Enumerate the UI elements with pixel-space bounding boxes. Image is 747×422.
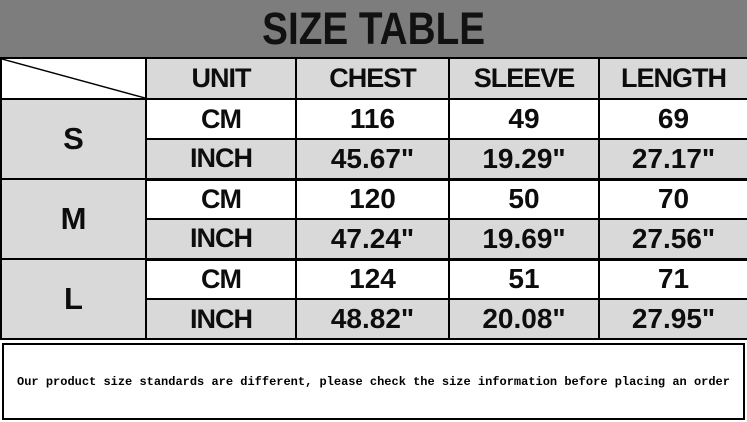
row-l-cm: L CM 124 51 71 bbox=[0, 258, 747, 340]
row-m-cm: M CM 120 50 70 bbox=[0, 178, 747, 260]
unit-label-cm: CM bbox=[145, 258, 297, 300]
value-l-length-inch: 27.95" bbox=[598, 298, 747, 340]
value-l-chest-inch: 48.82" bbox=[295, 298, 450, 340]
size-cell-m: M bbox=[0, 178, 147, 260]
col-header-length: LENGTH bbox=[598, 57, 747, 100]
value-l-sleeve-cm: 51 bbox=[448, 258, 600, 300]
col-header-sleeve: SLEEVE bbox=[448, 57, 600, 100]
diagonal-line-icon bbox=[2, 59, 145, 98]
value-s-length-cm: 69 bbox=[598, 98, 747, 140]
value-m-chest-inch: 47.24" bbox=[295, 218, 450, 261]
value-s-chest-cm: 116 bbox=[295, 98, 450, 140]
note-text: Our product size standards are different… bbox=[17, 374, 730, 389]
row-m-inch: INCH 47.24" 19.69" 27.56" bbox=[1, 218, 747, 261]
size-table: UNIT CHEST SLEEVE LENGTH S CM 116 49 69 … bbox=[0, 57, 747, 340]
size-cell-l: L bbox=[0, 258, 147, 340]
col-header-chest: CHEST bbox=[295, 57, 450, 100]
value-s-length-inch: 27.17" bbox=[598, 138, 747, 181]
note-box: Our product size standards are different… bbox=[2, 343, 745, 420]
row-s-inch: INCH 45.67" 19.29" 27.17" bbox=[1, 138, 747, 181]
page-title: SIZE TABLE bbox=[262, 3, 485, 54]
col-header-unit: UNIT bbox=[145, 57, 297, 100]
value-m-sleeve-cm: 50 bbox=[448, 178, 600, 220]
value-s-sleeve-inch: 19.29" bbox=[448, 138, 600, 181]
row-s-cm: S CM 116 49 69 bbox=[0, 98, 747, 180]
value-s-sleeve-cm: 49 bbox=[448, 98, 600, 140]
value-l-length-cm: 71 bbox=[598, 258, 747, 300]
unit-label-cm: CM bbox=[145, 178, 297, 220]
corner-cell bbox=[0, 57, 147, 100]
unit-label-inch: INCH bbox=[145, 218, 297, 261]
value-m-length-cm: 70 bbox=[598, 178, 747, 220]
unit-label-cm: CM bbox=[145, 98, 297, 140]
value-s-chest-inch: 45.67" bbox=[295, 138, 450, 181]
size-cell-s: S bbox=[0, 98, 147, 180]
value-m-sleeve-inch: 19.69" bbox=[448, 218, 600, 261]
value-l-chest-cm: 124 bbox=[295, 258, 450, 300]
unit-label-inch: INCH bbox=[145, 138, 297, 181]
title-band: SIZE TABLE bbox=[0, 0, 747, 57]
value-m-chest-cm: 120 bbox=[295, 178, 450, 220]
unit-label-inch: INCH bbox=[145, 298, 297, 340]
row-l-inch: INCH 48.82" 20.08" 27.95" bbox=[1, 298, 747, 340]
value-l-sleeve-inch: 20.08" bbox=[448, 298, 600, 340]
header-row: UNIT CHEST SLEEVE LENGTH bbox=[0, 57, 747, 100]
value-m-length-inch: 27.56" bbox=[598, 218, 747, 261]
